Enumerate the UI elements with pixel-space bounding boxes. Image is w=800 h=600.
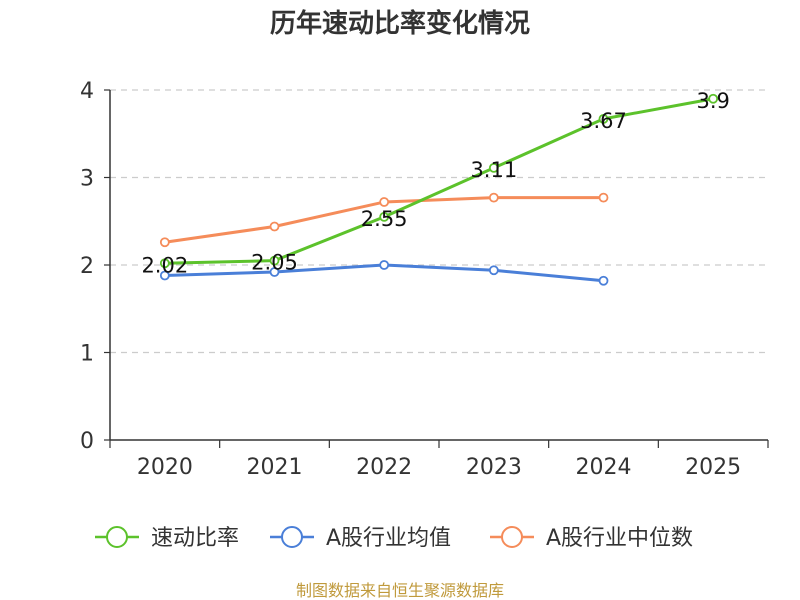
series-1-point-2021 (269, 267, 280, 277)
chart-title: 历年速动比率变化情况 (270, 8, 530, 39)
legend-item-1[interactable]: A股行业均值 (270, 526, 451, 551)
legend-item-2[interactable]: A股行业中位数 (490, 526, 693, 551)
legend-label-0: 速动比率 (151, 526, 239, 551)
x-tick-label-2020: 2020 (137, 455, 193, 480)
data-label-2024: 3.67 (580, 109, 627, 133)
y-tick-label-0: 0 (80, 429, 94, 454)
data-label-2025: 3.9 (696, 89, 729, 113)
x-tick-label-2021: 2021 (247, 455, 303, 480)
series-0-point-2025 (708, 93, 719, 104)
x-tick-label-2024: 2024 (576, 455, 632, 480)
series-line-0 (164, 97, 714, 265)
legend-marker-2 (501, 526, 523, 548)
series-2-point-2021 (269, 221, 280, 232)
legend-item-0[interactable]: 速动比率 (95, 526, 239, 551)
series-0-point-2021 (269, 255, 280, 266)
series-1-point-2024 (598, 275, 609, 286)
y-axis-ticks: 0 1 2 3 4 (80, 79, 94, 454)
data-label-2023: 3.11 (470, 158, 517, 182)
data-label-2022: 2.55 (361, 207, 408, 231)
series-0-point-2020 (159, 258, 170, 269)
data-label-2021: 2.05 (251, 251, 298, 275)
y-tick-label-2: 2 (80, 254, 94, 279)
series-2-point-2020 (159, 237, 170, 248)
axes (104, 89, 769, 448)
series-1-point-2022 (379, 260, 390, 270)
legend-label-2: A股行业中位数 (546, 526, 693, 551)
x-tick-label-2023: 2023 (466, 455, 522, 480)
series-2-point-2023 (488, 192, 499, 203)
series-0-point-2022 (379, 211, 390, 222)
grid-lines (110, 89, 768, 354)
x-tick-label-2022: 2022 (356, 455, 412, 480)
series-2-point-2024 (598, 192, 609, 203)
y-tick-label-3: 3 (80, 167, 94, 192)
data-labels: 2.02 2.05 2.55 3.11 3.67 3.9 (141, 89, 729, 278)
y-tick-label-1: 1 (80, 342, 94, 367)
y-tick-label-4: 4 (80, 79, 94, 104)
legend-marker-0 (106, 526, 128, 548)
series-0-point-2024 (598, 113, 609, 124)
series-2-point-2022 (379, 197, 390, 207)
series-group (159, 93, 719, 286)
data-label-2020: 2.02 (141, 253, 188, 277)
legend-marker-1 (281, 526, 303, 548)
x-tick-label-2025: 2025 (685, 455, 741, 480)
series-0-point-2023 (488, 162, 499, 173)
legend[interactable]: 速动比率 A股行业均值 A股行业中位数 (95, 526, 693, 551)
series-1-point-2020 (159, 270, 170, 281)
series-1-point-2023 (488, 265, 499, 276)
legend-label-1: A股行业均值 (326, 526, 451, 551)
source-text: 制图数据来自恒生聚源数据库 (296, 581, 504, 600)
x-axis-ticks: 2020 2021 2022 2023 2024 2025 (137, 455, 741, 480)
